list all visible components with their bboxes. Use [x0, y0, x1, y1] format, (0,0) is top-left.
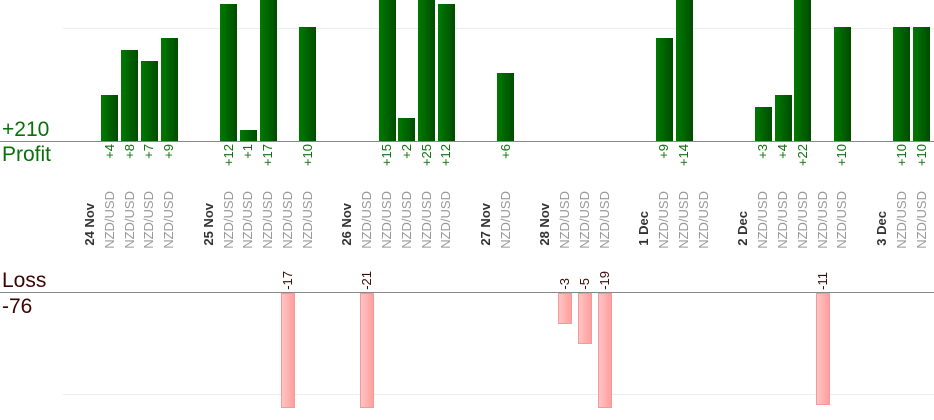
- profit-value-label: +10: [913, 144, 929, 167]
- loss-label: Loss: [2, 269, 47, 292]
- profit-bar[interactable]: [893, 27, 911, 141]
- profit-bar[interactable]: [794, 0, 812, 141]
- profit-value-label: +12: [220, 144, 236, 167]
- pair-label: NZD/USD: [299, 191, 315, 249]
- pair-label: NZD/USD: [379, 191, 394, 249]
- date-label: 2 Dec: [735, 211, 751, 246]
- pair-label: NZD/USD: [656, 191, 672, 249]
- loss-baseline: [0, 292, 934, 293]
- date-label: 1 Dec: [636, 211, 652, 246]
- pair-label: NZD/USD: [141, 191, 157, 249]
- loss-value-label: -5: [577, 278, 592, 290]
- pair-label: NZD/USD: [398, 191, 414, 249]
- loss-bar[interactable]: [281, 293, 295, 408]
- profit-bar[interactable]: [774, 95, 792, 141]
- loss-bar[interactable]: [815, 293, 830, 406]
- pair-label: NZD/USD: [557, 191, 573, 249]
- profit-bar[interactable]: [101, 95, 119, 141]
- profit-bar[interactable]: [655, 38, 673, 141]
- profit-bar[interactable]: [437, 4, 455, 141]
- profit-value-label: +3: [755, 144, 771, 159]
- pair-label: NZD/USD: [220, 191, 236, 249]
- date-label: 26 Nov: [339, 203, 355, 246]
- pair-label: NZD/USD: [359, 191, 375, 249]
- date-label: 27 Nov: [478, 203, 493, 246]
- profit-bar[interactable]: [754, 106, 772, 141]
- profit-value-label: +17: [260, 144, 276, 167]
- profit-value-label: +25: [418, 144, 434, 167]
- profit-value-label: +10: [834, 144, 850, 167]
- loss-bar[interactable]: [558, 293, 573, 324]
- loss-total: -76: [2, 295, 33, 318]
- profit-value-label: +4: [101, 144, 117, 159]
- profit-value-label: +4: [775, 144, 790, 159]
- date-label: 25 Nov: [200, 203, 216, 246]
- loss-bar[interactable]: [578, 293, 592, 344]
- profit-value-label: +15: [379, 144, 394, 167]
- profit-value-label: +14: [676, 144, 691, 167]
- profit-bar[interactable]: [497, 72, 515, 141]
- loss-value-label: -19: [596, 271, 612, 290]
- profit-value-label: +22: [794, 144, 810, 167]
- profit-value-label: +12: [438, 144, 454, 167]
- profit-bar[interactable]: [913, 27, 931, 141]
- profit-value-label: +9: [161, 144, 177, 159]
- loss-gridline: [63, 394, 934, 395]
- pair-label: NZD/USD: [161, 191, 177, 249]
- loss-value-label: -17: [280, 271, 295, 290]
- profit-value-label: +8: [121, 144, 137, 159]
- pair-label: NZD/USD: [121, 191, 137, 249]
- profit-bar[interactable]: [299, 27, 317, 141]
- profit-value-label: +1: [240, 144, 256, 159]
- pair-label: NZD/USD: [775, 191, 790, 249]
- profit-value-label: +10: [299, 144, 315, 167]
- date-label: 24 Nov: [82, 203, 97, 246]
- pair-label: NZD/USD: [577, 191, 592, 249]
- profit-bar[interactable]: [121, 49, 139, 141]
- profit-value-label: +10: [893, 144, 909, 167]
- profit-value-label: +6: [497, 144, 513, 159]
- profit-bar[interactable]: [398, 118, 416, 141]
- pair-label: NZD/USD: [676, 191, 691, 249]
- loss-bar[interactable]: [360, 293, 375, 408]
- profit-bar[interactable]: [220, 4, 238, 141]
- loss-value-label: -21: [359, 271, 375, 290]
- pair-label: NZD/USD: [913, 191, 929, 249]
- profit-label: Profit: [2, 143, 52, 166]
- profit-bar[interactable]: [140, 61, 158, 141]
- profit-bar[interactable]: [160, 38, 178, 141]
- pair-label: NZD/USD: [596, 191, 612, 249]
- pair-label: NZD/USD: [240, 191, 256, 249]
- pair-label: NZD/USD: [794, 191, 810, 249]
- pair-label: NZD/USD: [260, 191, 276, 249]
- pair-label: NZD/USD: [695, 191, 711, 249]
- profit-bar[interactable]: [833, 27, 851, 141]
- profit-gridline: [63, 28, 934, 29]
- profit-baseline: [0, 141, 934, 142]
- pair-label: NZD/USD: [893, 191, 909, 249]
- pair-label: NZD/USD: [814, 191, 830, 249]
- pair-label: NZD/USD: [101, 191, 117, 249]
- profit-bar[interactable]: [675, 0, 693, 141]
- profit-value-label: +7: [141, 144, 157, 159]
- pair-label: NZD/USD: [834, 191, 850, 249]
- profit-bar[interactable]: [259, 0, 277, 141]
- pair-label: NZD/USD: [755, 191, 771, 249]
- profit-bar[interactable]: [378, 0, 396, 141]
- loss-value-label: -11: [814, 272, 830, 290]
- pair-label: NZD/USD: [497, 191, 513, 249]
- profit-value-label: +2: [398, 144, 414, 159]
- profit-bar[interactable]: [239, 129, 257, 141]
- profit-total: +210: [2, 118, 50, 141]
- pair-label: NZD/USD: [438, 191, 454, 249]
- date-label: 28 Nov: [537, 203, 553, 246]
- profit-value-label: +9: [656, 144, 672, 159]
- loss-bar[interactable]: [597, 293, 612, 408]
- pair-label: NZD/USD: [418, 191, 434, 249]
- pair-label: NZD/USD: [280, 191, 295, 249]
- loss-value-label: -3: [557, 278, 573, 290]
- date-label: 3 Dec: [874, 211, 889, 246]
- profit-bar[interactable]: [418, 0, 436, 141]
